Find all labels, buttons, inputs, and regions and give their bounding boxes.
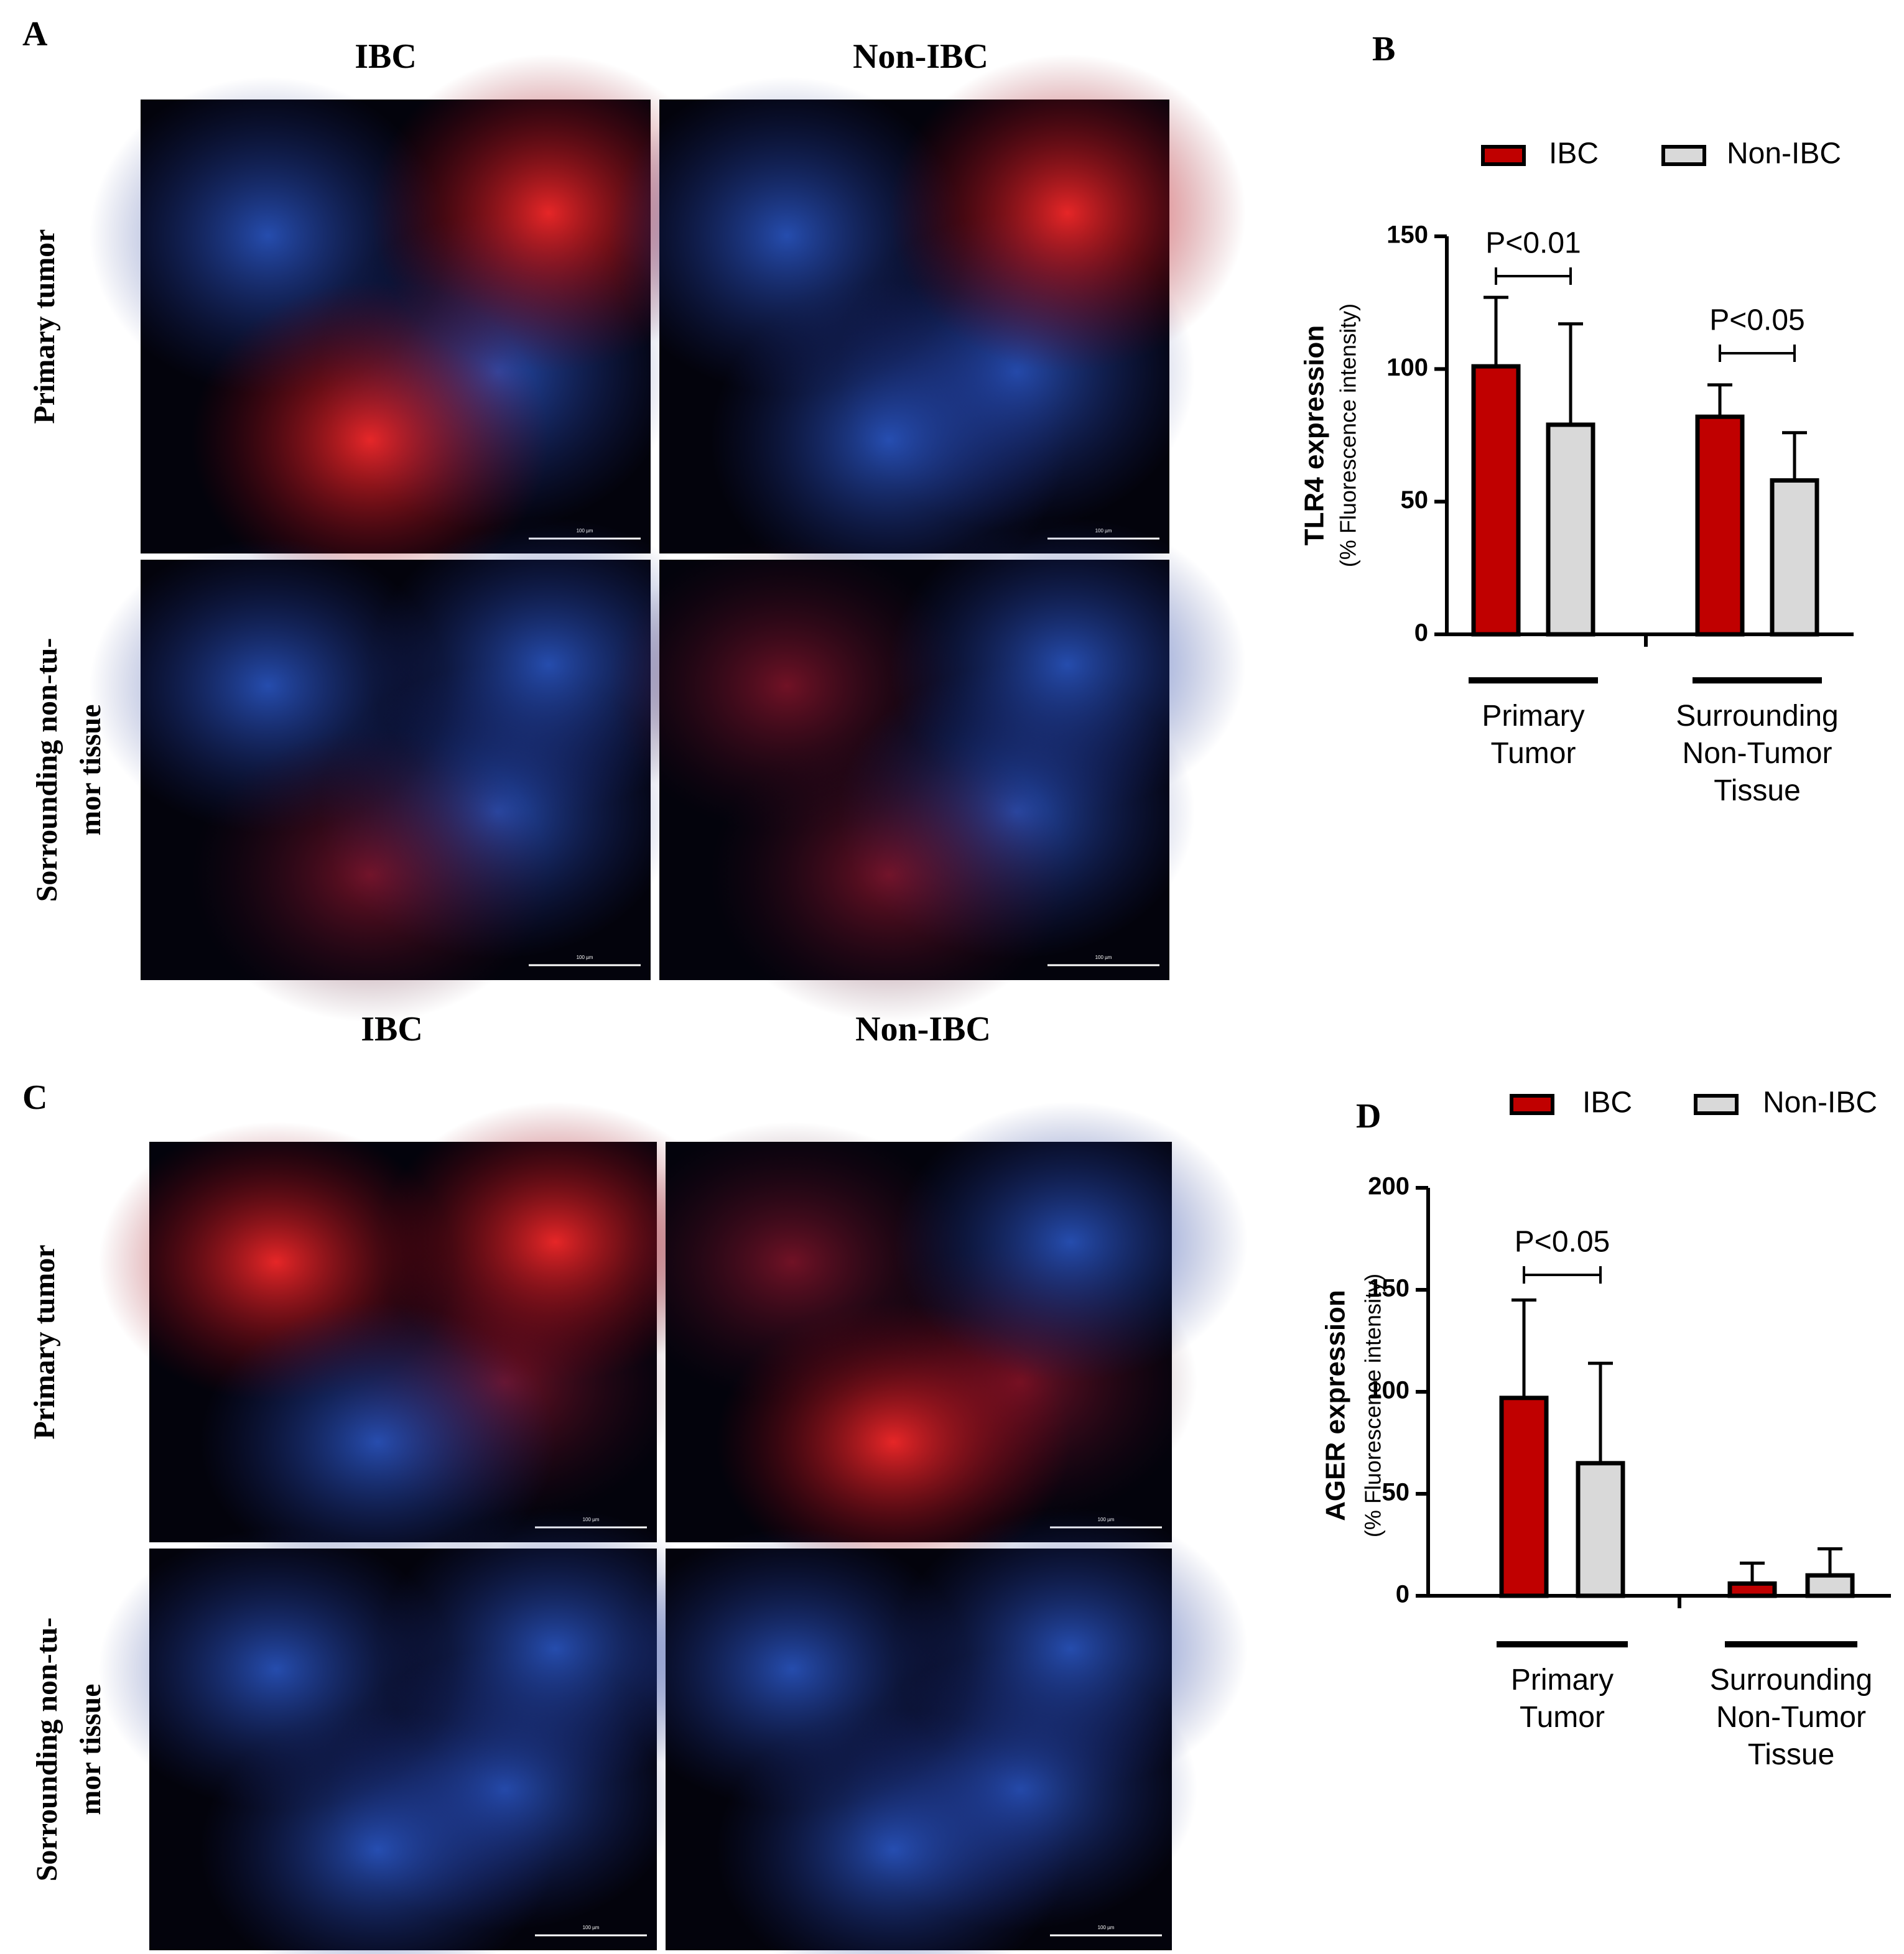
bar [1695, 414, 1745, 637]
stain [710, 728, 1067, 1022]
bar [1576, 1461, 1625, 1598]
column-header: Non-IBC [855, 1010, 991, 1049]
panel-letter: D [1356, 1097, 1381, 1136]
scale-bar-label: 100 µm [577, 955, 593, 960]
legend-label: Non-IBC [1727, 137, 1841, 170]
legend-label: IBC [1549, 137, 1599, 170]
stain [893, 1101, 1248, 1382]
scale-bar-label: 100 µm [1095, 955, 1112, 960]
column-header: IBC [361, 1010, 423, 1049]
row-label: Sorrounding non-tu- [30, 638, 63, 902]
bar [1727, 1581, 1777, 1598]
legend-swatch [1661, 145, 1706, 166]
bar [1805, 1573, 1855, 1598]
panel-letter: B [1372, 30, 1395, 68]
legend-swatch [1694, 1094, 1739, 1115]
stain [192, 728, 549, 1022]
y-axis-subtitle: (% Fluorescence intensity) [1335, 303, 1361, 567]
stain [716, 1302, 1071, 1583]
stain [889, 517, 1246, 812]
scale-bar-label: 100 µm [1098, 1925, 1115, 1930]
stain [710, 281, 1067, 599]
row-label: mor tissue [74, 1683, 107, 1815]
row-label: Sorrounding non-tu- [30, 1618, 63, 1882]
row-label: Primary tumor [28, 1244, 61, 1439]
y-tick-label: 50 [1401, 486, 1429, 514]
y-tick-label: 0 [1414, 619, 1428, 647]
bar [1546, 422, 1595, 637]
significance-label: P<0.05 [1515, 1226, 1610, 1259]
y-axis-subtitle: (% Fluorescence intensity) [1360, 1274, 1386, 1537]
bar [1499, 1396, 1549, 1598]
y-tick-label: 100 [1368, 1377, 1409, 1404]
row-label: Primary tumor [28, 229, 61, 424]
legend-swatch [1510, 1094, 1554, 1115]
column-header: Non-IBC [853, 37, 988, 76]
panel-letter: C [22, 1078, 47, 1117]
y-axis-title: AGER expression [1321, 1290, 1351, 1521]
scale-bar-label: 100 µm [583, 1925, 600, 1930]
legend-label: Non-IBC [1763, 1086, 1877, 1119]
stain [192, 281, 549, 599]
stain [889, 54, 1246, 372]
bar [1770, 478, 1819, 637]
stain [200, 1302, 555, 1583]
y-tick-label: 0 [1396, 1581, 1409, 1608]
significance-label: P<0.01 [1485, 227, 1581, 260]
y-tick-label: 200 [1368, 1173, 1409, 1200]
x-tick-label: Surrounding Non-Tumor Tissue [1676, 700, 1839, 807]
x-tick-label: Primary Tumor [1511, 1664, 1614, 1734]
legend-label: IBC [1582, 1086, 1632, 1119]
y-tick-label: 100 [1386, 354, 1428, 381]
stain [893, 1508, 1248, 1790]
significance-label: P<0.05 [1709, 304, 1804, 337]
y-tick-label: 50 [1382, 1479, 1410, 1506]
y-tick-label: 150 [1368, 1275, 1409, 1302]
y-tick-label: 150 [1386, 221, 1428, 249]
panel-letter: A [22, 15, 48, 53]
column-header: IBC [355, 37, 417, 76]
bar [1471, 364, 1521, 637]
legend-swatch [1481, 145, 1526, 166]
y-axis-title: TLR4 expression [1299, 325, 1330, 546]
x-tick-label: Surrounding Non-Tumor Tissue [1710, 1664, 1873, 1771]
x-tick-label: Primary Tumor [1482, 700, 1584, 770]
